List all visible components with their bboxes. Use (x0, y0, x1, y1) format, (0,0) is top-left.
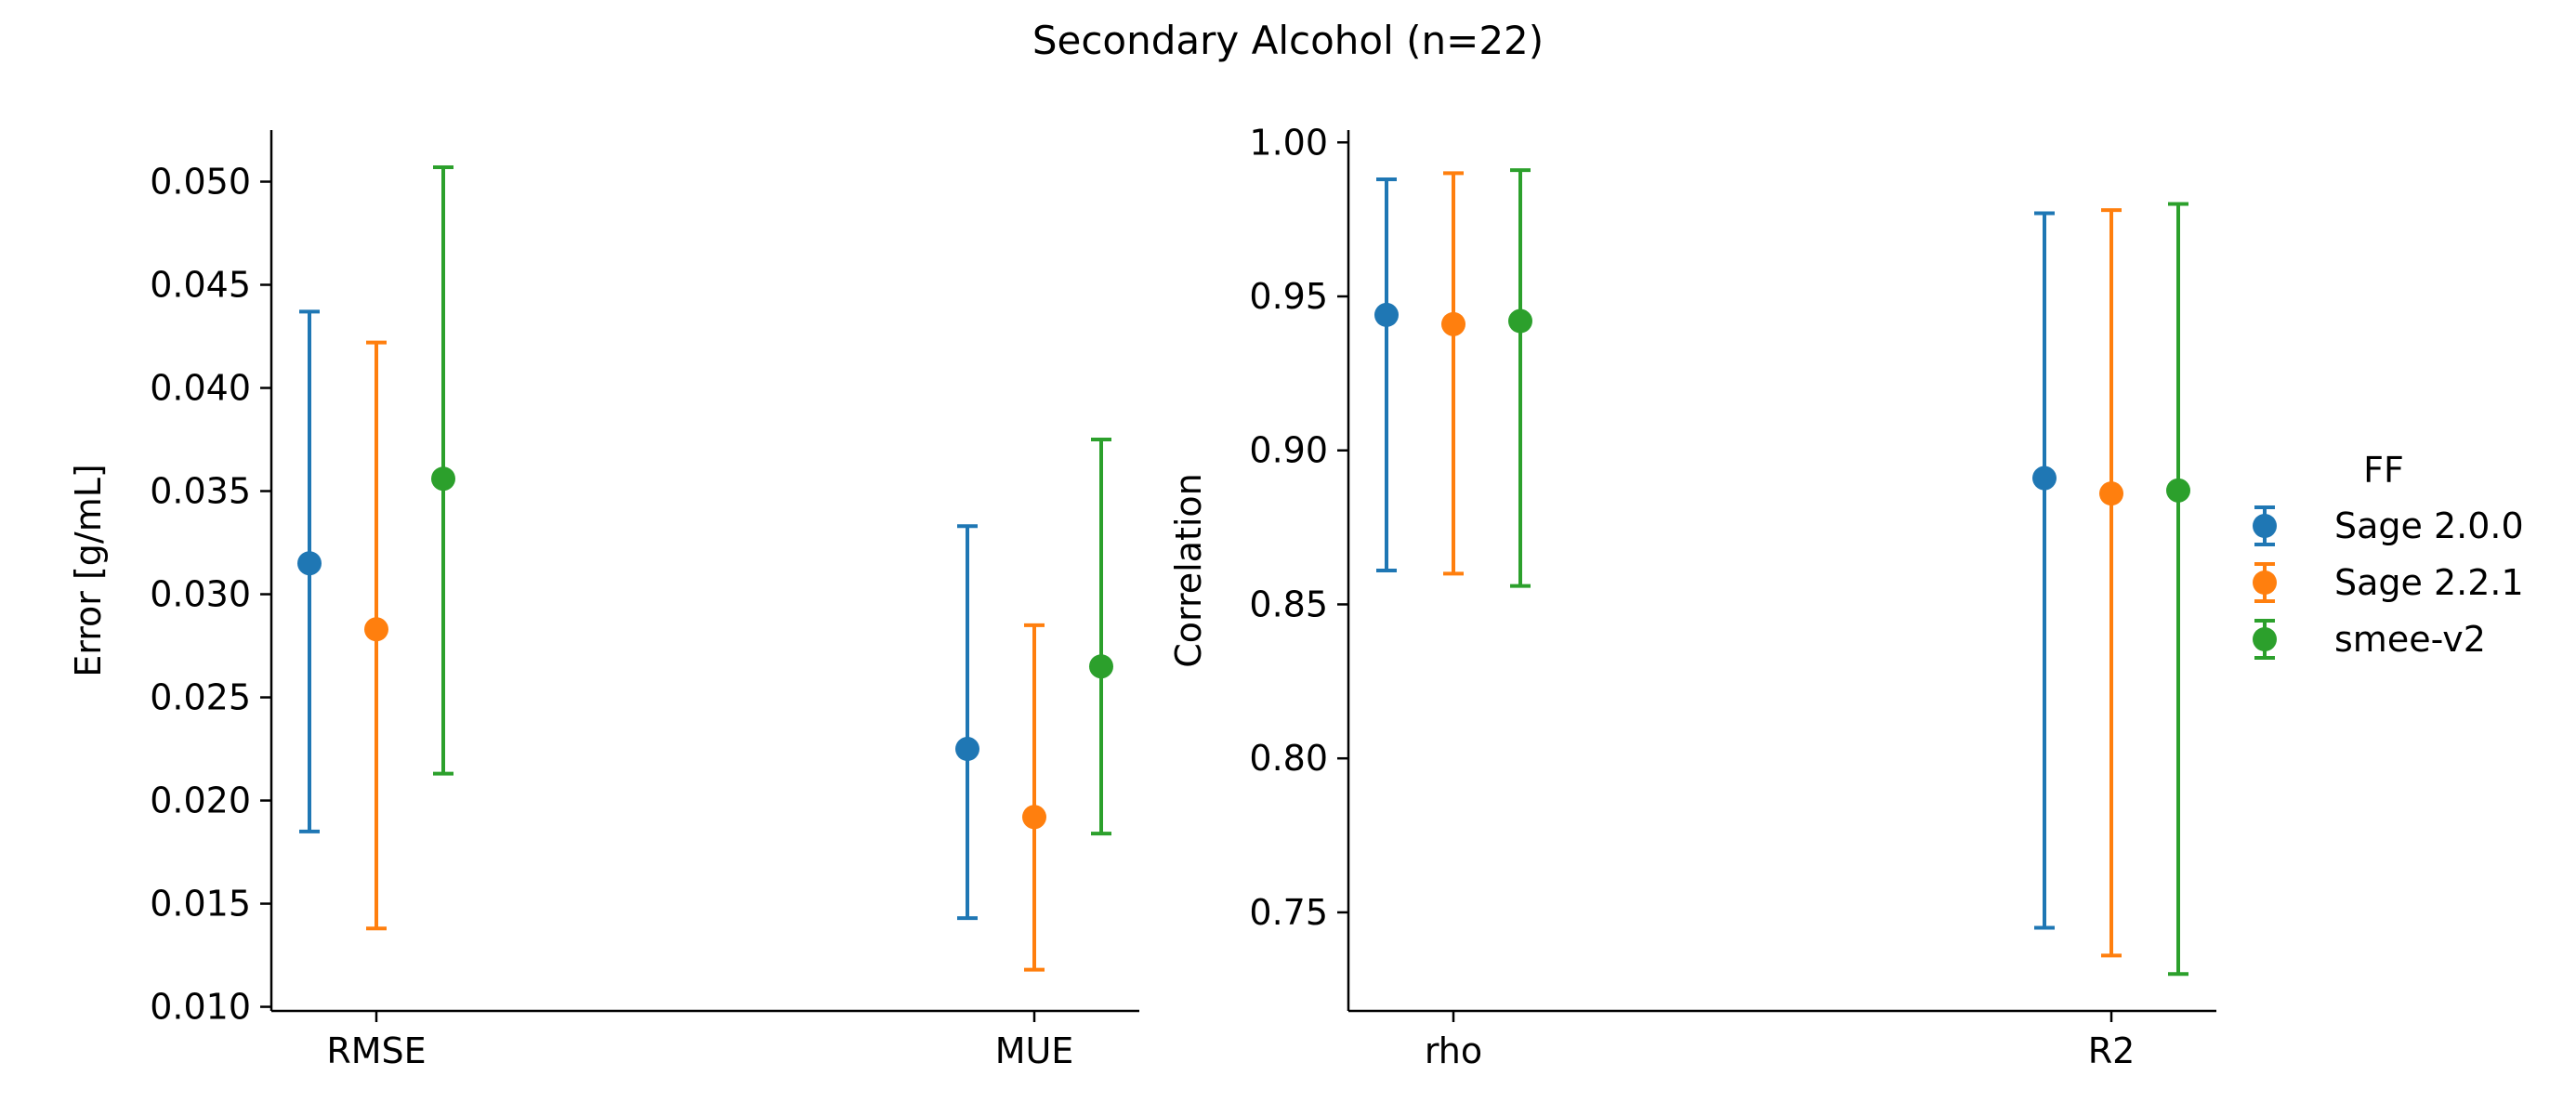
corr-point (1508, 308, 1532, 334)
error-x-tick-label: RMSE (326, 1030, 426, 1071)
legend-marker (2253, 514, 2277, 538)
error-axes: 0.010 0.015 0.020 0.025 0.030 0.035 0.040 0.045… (68, 130, 1139, 1071)
legend-marker (2253, 627, 2277, 651)
corr-y-axis-label: Correlation (1168, 473, 1209, 668)
legend-label: smee-v2 (2334, 619, 2486, 660)
error-y-tick-label: 0.030 (150, 574, 251, 615)
error-y-tick-label: 0.040 (150, 368, 251, 409)
error-point (1089, 654, 1113, 679)
error-point (431, 466, 455, 492)
corr-x-tick-label: rho (1425, 1030, 1482, 1071)
corr-y-tick-label: 0.75 (1249, 892, 1328, 933)
corr-y-tick-label: 1.00 (1249, 122, 1328, 163)
corr-point (1441, 311, 1465, 336)
error-point (1022, 805, 1046, 830)
legend-label: Sage 2.2.1 (2334, 562, 2524, 603)
corr-y-tick-label: 0.90 (1249, 430, 1328, 471)
error-y-tick-label: 0.020 (150, 780, 251, 821)
legend-marker (2253, 571, 2277, 595)
corr-y-tick-label: 0.95 (1249, 276, 1328, 317)
legend-title: FF (2363, 450, 2404, 491)
error-y-tick-label: 0.015 (150, 884, 251, 925)
correlation-axes: 0.75 0.80 0.85 0.90 0.95 1.00 rho R2 Correlation (1168, 122, 2216, 1071)
error-y-tick-label: 0.010 (150, 987, 251, 1028)
error-x-tick-label: MUE (995, 1030, 1074, 1071)
corr-point (2166, 478, 2190, 503)
corr-y-tick-label: 0.85 (1249, 584, 1328, 624)
error-point (297, 551, 322, 576)
error-point (955, 737, 979, 762)
error-point (364, 617, 388, 642)
error-y-tick-label: 0.050 (150, 162, 251, 203)
error-y-tick-label: 0.025 (150, 677, 251, 718)
error-y-axis-label: Error [g/mL] (68, 464, 109, 676)
error-y-tick-label: 0.045 (150, 265, 251, 306)
legend-label: Sage 2.0.0 (2334, 505, 2524, 546)
corr-point (2099, 481, 2123, 506)
corr-x-tick-label: R2 (2088, 1030, 2136, 1071)
corr-y-tick-label: 0.80 (1249, 738, 1328, 779)
error-y-tick-label: 0.035 (150, 471, 251, 512)
corr-point (1374, 302, 1399, 327)
corr-point (2032, 466, 2057, 491)
legend: FF Sage 2.0.0 Sage 2.2.1 smee-v2 (2253, 450, 2524, 660)
figure-title: Secondary Alcohol (n=22) (1032, 18, 1544, 63)
